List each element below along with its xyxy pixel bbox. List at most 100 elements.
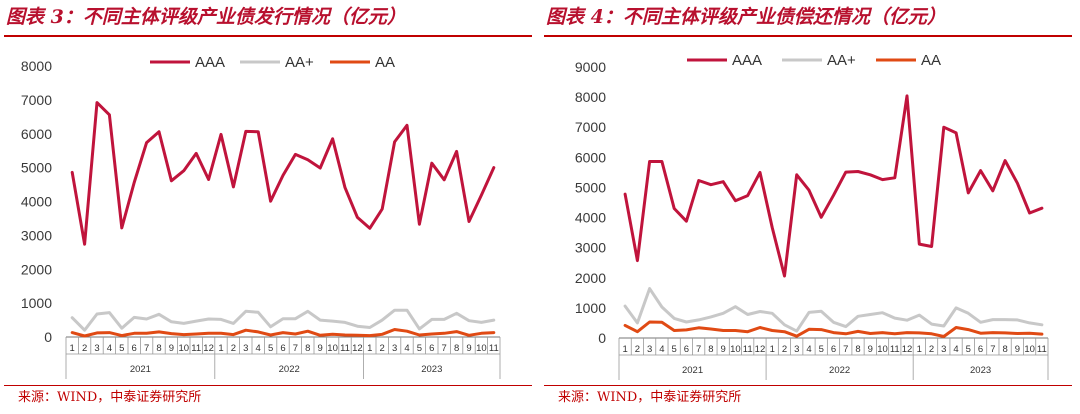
x-tick-label-month: 1	[917, 344, 922, 355]
x-tick-label-month: 10	[730, 344, 741, 355]
x-tick-label-month: 6	[831, 344, 836, 355]
x-tick-label-month: 2	[380, 343, 385, 354]
x-tick-label-month: 1	[367, 343, 372, 354]
x-tick-label-month: 7	[144, 343, 149, 354]
x-tick-label-month: 4	[806, 344, 811, 355]
y-tick-label: 6000	[575, 149, 606, 165]
y-tick-label: 6000	[21, 126, 52, 142]
x-tick-label-month: 7	[293, 343, 298, 354]
y-tick-label: 2000	[21, 261, 52, 277]
x-tick-label-month: 8	[708, 344, 713, 355]
x-tick-label-month: 4	[953, 344, 958, 355]
x-tick-label-month: 3	[794, 344, 799, 355]
y-tick-label: 1000	[21, 295, 52, 311]
x-tick-label-month: 3	[941, 344, 946, 355]
x-tick-label-month: 12	[902, 344, 913, 355]
x-tick-label-month: 10	[327, 343, 338, 354]
x-tick-label-month: 11	[191, 343, 201, 354]
x-tick-label-month: 2	[82, 343, 87, 354]
x-tick-label-month: 8	[454, 343, 459, 354]
x-tick-label-month: 5	[417, 343, 422, 354]
x-tick-label-month: 12	[352, 343, 363, 354]
source-divider	[4, 385, 532, 386]
title-divider	[4, 35, 532, 37]
x-tick-label-month: 10	[877, 344, 888, 355]
x-tick-label-month: 1	[70, 343, 75, 354]
x-tick-label-month: 5	[966, 344, 971, 355]
x-tick-label-month: 2	[782, 344, 787, 355]
x-tick-label-month: 2	[929, 344, 934, 355]
x-tick-label-month: 6	[429, 343, 434, 354]
source-divider	[544, 385, 1072, 386]
x-tick-label-month: 8	[156, 343, 161, 354]
y-tick-label: 8000	[575, 89, 606, 105]
series-line-aa	[70, 328, 496, 338]
x-tick-label-month: 4	[256, 343, 261, 354]
x-tick-label-month: 3	[94, 343, 99, 354]
legend-label: AA	[921, 52, 941, 69]
series-line-aa	[623, 320, 1044, 338]
x-tick-label-month: 10	[1024, 344, 1035, 355]
x-tick-label-month: 1	[218, 343, 223, 354]
x-tick-label-year: 2021	[682, 365, 703, 376]
x-tick-label-year: 2023	[421, 364, 442, 375]
y-tick-label: 8000	[21, 58, 52, 74]
x-tick-label-month: 3	[243, 343, 248, 354]
y-tick-label: 5000	[21, 160, 52, 176]
y-tick-label: 3000	[575, 240, 606, 256]
x-tick-label-month: 6	[684, 344, 689, 355]
legend-label: AAA	[195, 54, 225, 71]
x-tick-label-month: 11	[1037, 344, 1047, 355]
series-line-aa-plus	[623, 287, 1044, 333]
x-tick-label-month: 8	[855, 344, 860, 355]
x-tick-label-month: 4	[107, 343, 112, 354]
y-tick-label: 0	[44, 329, 52, 345]
x-tick-label-month: 4	[659, 344, 664, 355]
x-tick-label-year: 2022	[829, 365, 850, 376]
x-tick-label-month: 3	[392, 343, 397, 354]
x-tick-label-month: 5	[119, 343, 124, 354]
x-tick-label-month: 11	[340, 343, 350, 354]
x-tick-label-month: 7	[696, 344, 701, 355]
x-tick-label-month: 9	[1015, 344, 1020, 355]
x-tick-label-month: 9	[721, 344, 726, 355]
x-tick-label-month: 7	[843, 344, 848, 355]
chart-panel-issuance: 图表 3：不同主体评级产业债发行情况（亿元） 0 1000 2000 3000 4000…	[4, 6, 532, 405]
chart-panel-repayment: 图表 4：不同主体评级产业债偿还情况（亿元） 0 1000 2000 3000 4000…	[540, 0, 1080, 414]
x-tick-label-month: 6	[132, 343, 137, 354]
series-line-aa-plus	[70, 308, 496, 332]
x-tick-label-month: 10	[476, 343, 487, 354]
x-tick-label-month: 5	[268, 343, 273, 354]
x-tick-label-month: 8	[305, 343, 310, 354]
x-tick-label-month: 2	[635, 344, 640, 355]
x-tick-label-month: 9	[318, 343, 323, 354]
x-tick-label-month: 10	[179, 343, 190, 354]
y-tick-label: 2000	[575, 270, 606, 286]
y-tick-label: 1000	[575, 300, 606, 316]
x-tick-label-month: 7	[990, 344, 995, 355]
y-tick-label: 9000	[575, 59, 606, 75]
source-note: 来源：WIND，中泰证券研究所	[18, 390, 202, 405]
x-tick-label-month: 5	[819, 344, 824, 355]
x-tick-label-month: 1	[622, 344, 627, 355]
y-tick-label: 7000	[575, 119, 606, 135]
x-tick-label-month: 11	[743, 344, 753, 355]
y-tick-label: 3000	[21, 227, 52, 243]
y-tick-label: 4000	[575, 210, 606, 226]
legend-label: AAA	[732, 52, 762, 69]
x-tick-label-year: 2021	[130, 364, 151, 375]
x-tick-label-month: 9	[466, 343, 471, 354]
x-tick-label-month: 4	[404, 343, 409, 354]
x-tick-label-month: 6	[280, 343, 285, 354]
x-tick-label-month: 12	[203, 343, 214, 354]
x-tick-label-month: 5	[672, 344, 677, 355]
y-tick-label: 4000	[21, 194, 52, 210]
x-tick-label-month: 12	[755, 344, 766, 355]
y-tick-label: 0	[598, 330, 606, 346]
x-tick-label-month: 6	[978, 344, 983, 355]
legend-label: AA+	[827, 52, 856, 69]
title-divider	[544, 35, 1072, 37]
y-tick-label: 5000	[575, 179, 606, 195]
